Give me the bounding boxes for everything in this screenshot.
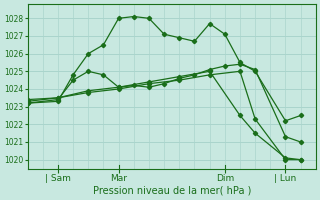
X-axis label: Pression niveau de la mer( hPa ): Pression niveau de la mer( hPa ) bbox=[92, 186, 251, 196]
